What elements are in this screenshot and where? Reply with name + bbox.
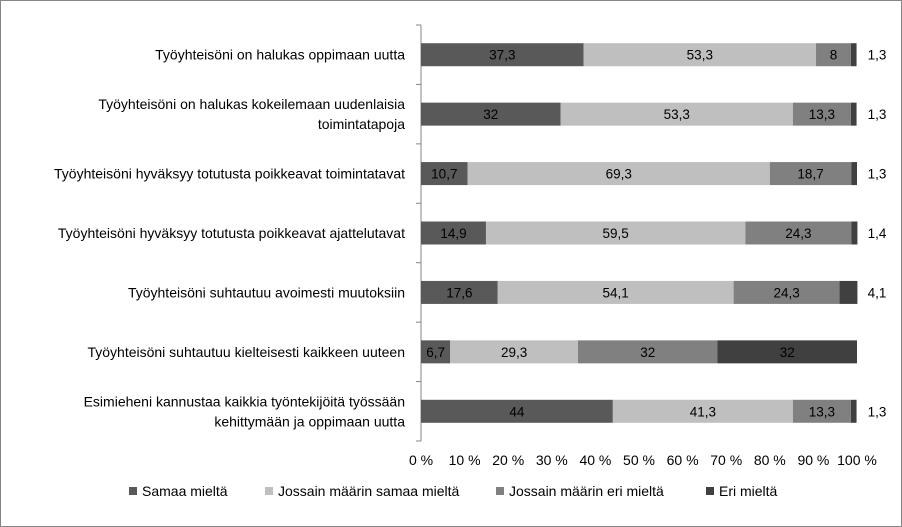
data-label: 8: [830, 48, 838, 63]
data-label: 18,7: [797, 167, 823, 182]
x-tick-label: 40 %: [579, 452, 611, 468]
x-tick-label: 60 %: [667, 452, 699, 468]
bar-segment: [497, 280, 734, 304]
bar-segment: [421, 221, 486, 245]
bar-segment: [450, 340, 578, 364]
bar-segment: [769, 162, 852, 186]
bar-segment: [745, 221, 852, 245]
data-label: 24,3: [785, 226, 811, 241]
bar-segment: [583, 43, 817, 67]
data-label: 29,3: [501, 345, 527, 360]
data-label: 69,3: [606, 167, 632, 182]
data-label: 6,7: [426, 345, 445, 360]
data-label: 10,7: [431, 167, 457, 182]
category-label: Työyhteisöni suhtautuu kielteisesti kaik…: [87, 344, 405, 360]
bar-segment: [816, 43, 851, 67]
legend-entry: Jossain määrin samaa mieltä: [278, 483, 460, 499]
legend-swatch: [129, 487, 137, 495]
legend-swatch: [496, 487, 504, 495]
category-label: Työyhteisöni hyväksyy totutusta poikkeav…: [58, 225, 405, 241]
data-label: 1,3: [868, 404, 887, 419]
bar-segment: [577, 340, 718, 364]
data-label: 14,9: [440, 226, 466, 241]
category-label: kehittymään ja oppimaan uutta: [214, 413, 405, 429]
x-tick-label: 80 %: [754, 452, 786, 468]
bar-segment: [851, 221, 858, 245]
category-label: Esimieheni kannustaa kaikkia työntekijöi…: [84, 393, 405, 409]
legend-swatch: [265, 487, 273, 495]
data-label: 53,3: [664, 107, 690, 122]
data-label: 1,3: [868, 167, 887, 182]
bar-segment: [717, 340, 857, 364]
data-label: 1,4: [868, 226, 887, 241]
bar-segment: [792, 399, 851, 423]
data-label: 53,3: [687, 48, 713, 63]
bar-segment: [560, 102, 793, 126]
bar-segment: [467, 162, 770, 186]
bar-segment: [733, 280, 840, 304]
bar-segment: [850, 399, 857, 423]
bar-segment: [485, 221, 746, 245]
data-label: 37,3: [489, 48, 515, 63]
x-tick-label: 0 %: [409, 452, 433, 468]
data-label: 59,5: [603, 226, 629, 241]
data-label: 32: [640, 345, 655, 360]
data-label: 1,3: [868, 107, 887, 122]
bar-segment: [421, 399, 613, 423]
bar-segment: [421, 340, 451, 364]
bar-segment: [421, 280, 498, 304]
data-label: 1,3: [868, 48, 887, 63]
x-tick-label: 70 %: [710, 452, 742, 468]
legend-entry: Eri mieltä: [719, 483, 778, 499]
bar-segment: [612, 399, 793, 423]
category-label: Työyhteisöni suhtautuu avoimesti muutoks…: [128, 284, 405, 300]
data-label: 13,3: [809, 107, 835, 122]
legend: Samaa mieltä Jossain määrin samaa mieltä J…: [129, 483, 778, 499]
legend-entry: Jossain määrin eri mieltä: [509, 483, 664, 499]
x-tick-label: 20 %: [492, 452, 524, 468]
category-label: Työyhteisöni on halukas oppimaan uutta: [155, 47, 405, 63]
legend-swatch: [706, 487, 714, 495]
x-tick-label: 100 %: [837, 452, 877, 468]
data-label: 54,1: [603, 285, 629, 300]
plot-area: 37,3 53,3 8 1,3 Työyhteisöni on halukas oppi…: [54, 24, 887, 468]
data-label: 32: [780, 345, 795, 360]
x-tick-label: 10 %: [449, 452, 481, 468]
bar-segment: [792, 102, 851, 126]
data-label: 4,1: [868, 285, 887, 300]
bar-segment: [839, 280, 858, 304]
data-label: 44: [509, 404, 525, 419]
data-label: 17,6: [446, 285, 472, 300]
data-label: 41,3: [690, 404, 716, 419]
x-tick-label: 30 %: [536, 452, 568, 468]
data-label: 32: [483, 107, 498, 122]
category-label: Työyhteisöni on halukas kokeilemaan uude…: [98, 96, 405, 112]
x-tick-label: 90 %: [797, 452, 829, 468]
data-label: 13,3: [809, 404, 835, 419]
bar-segment: [850, 102, 857, 126]
bar-segment: [850, 43, 857, 67]
bar-segment: [421, 162, 468, 186]
category-label: toimintatapoja: [318, 116, 405, 132]
legend-entry: Samaa mieltä: [142, 483, 228, 499]
data-label: 24,3: [773, 285, 799, 300]
bar-segment: [421, 43, 584, 67]
x-tick-label: 50 %: [623, 452, 655, 468]
bar-segment: [851, 162, 857, 186]
bar-segment: [421, 102, 561, 126]
category-label: Työyhteisöni hyväksyy totutusta poikkeav…: [54, 166, 405, 182]
